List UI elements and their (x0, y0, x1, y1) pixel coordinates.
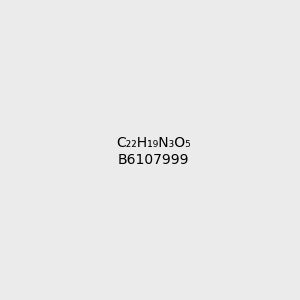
Text: C₂₂H₁₉N₃O₅
B6107999: C₂₂H₁₉N₃O₅ B6107999 (116, 136, 191, 166)
